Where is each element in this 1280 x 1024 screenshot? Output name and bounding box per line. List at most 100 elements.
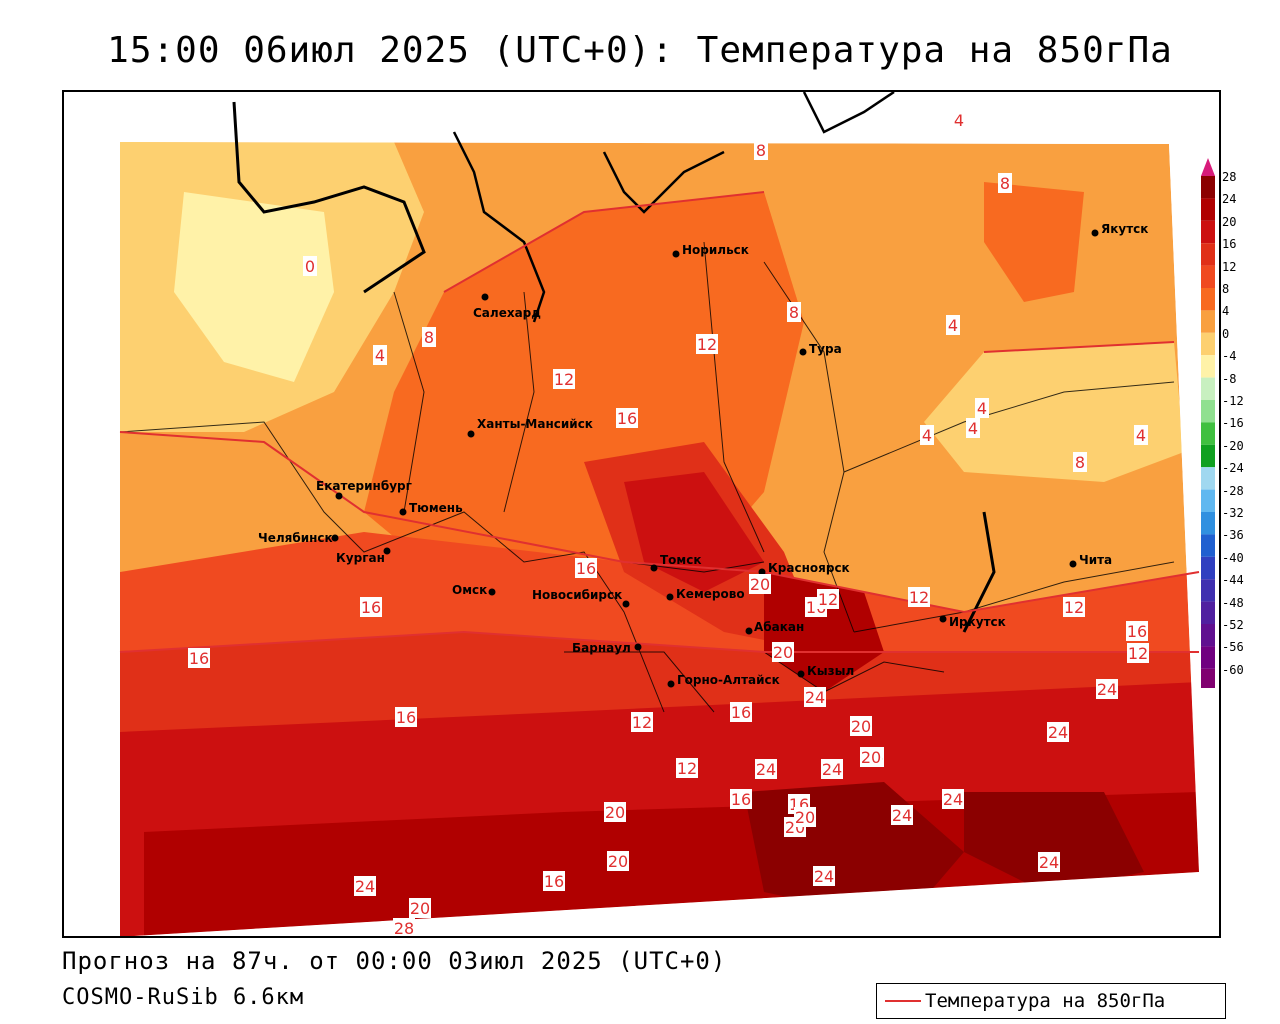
- colorbar-swatch: [1201, 220, 1215, 244]
- city-tomsk[interactable]: Томск: [650, 553, 702, 572]
- svg-text:12: 12: [632, 713, 652, 732]
- svg-text:12: 12: [697, 335, 717, 354]
- isotherm-label: 16: [360, 597, 382, 617]
- legend-line-icon: [885, 1000, 921, 1002]
- colorbar-swatch: [1201, 646, 1215, 669]
- svg-text:Горно-Алтайск: Горно-Алтайск: [677, 673, 780, 687]
- isotherm-label: 12: [1127, 643, 1149, 663]
- svg-text:20: 20: [861, 748, 881, 767]
- svg-text:12: 12: [677, 759, 697, 778]
- isotherm-label: 16: [543, 871, 565, 891]
- svg-text:16: 16: [731, 790, 751, 809]
- isotherm-label: 20: [409, 898, 431, 918]
- isotherm-label: 12: [908, 587, 930, 607]
- svg-text:Кызыл: Кызыл: [807, 664, 854, 678]
- colorbar-tick-label: -44: [1222, 573, 1244, 588]
- colorbar-swatch: [1201, 444, 1215, 468]
- svg-text:Норильск: Норильск: [682, 243, 749, 257]
- isotherm-label: 20: [860, 747, 882, 767]
- city-gorno-altaysk[interactable]: Горно-Алтайск: [667, 673, 780, 688]
- svg-text:16: 16: [1127, 622, 1147, 641]
- colorbar-swatch: [1201, 243, 1215, 266]
- city-norilsk[interactable]: Норильск: [672, 243, 749, 258]
- svg-text:12: 12: [1064, 598, 1084, 617]
- city-kyzyl[interactable]: Кызыл: [797, 664, 855, 678]
- svg-text:28: 28: [394, 919, 414, 936]
- colorbar-tick-label: -4: [1222, 349, 1237, 364]
- city-kurgan[interactable]: Курган: [336, 547, 391, 566]
- svg-text:24: 24: [805, 688, 825, 707]
- svg-text:4: 4: [922, 426, 932, 445]
- svg-text:Ханты-Мансийск: Ханты-Мансийск: [477, 417, 593, 431]
- city-kemerovo[interactable]: Кемерово: [666, 587, 745, 601]
- svg-text:16: 16: [189, 649, 209, 668]
- svg-text:Чита: Чита: [1079, 553, 1112, 567]
- svg-text:Иркутск: Иркутск: [949, 615, 1006, 629]
- svg-text:Екатеринбург: Екатеринбург: [316, 479, 412, 493]
- colorbar-swatch: [1201, 489, 1215, 512]
- svg-text:4: 4: [1136, 426, 1146, 445]
- isotherm-label: 8: [1073, 452, 1087, 472]
- svg-text:16: 16: [731, 703, 751, 722]
- isotherm-label: 24: [354, 876, 376, 896]
- city-novosibirsk[interactable]: Новосибирск: [532, 588, 630, 608]
- isotherm-label: 12: [1063, 597, 1085, 617]
- isotherm-label: 12: [631, 712, 653, 732]
- map-area[interactable]: Норильск Якутск Салехард Тура Ханты-Манс…: [62, 90, 1221, 938]
- svg-text:8: 8: [789, 303, 799, 322]
- isotherm-label: 24: [821, 759, 843, 779]
- isotherm-label: 8: [754, 140, 768, 160]
- city-barnaul[interactable]: Барнаул: [572, 641, 642, 655]
- colorbar-tick-label: 0: [1222, 326, 1230, 341]
- city-chelyabinsk[interactable]: Челябинск: [258, 531, 339, 545]
- colorbar-swatch: [1201, 534, 1215, 557]
- colorbar-tick-label: -36: [1222, 528, 1244, 543]
- svg-text:24: 24: [1039, 853, 1059, 872]
- city-krasnoyarsk[interactable]: Красноярск: [758, 561, 850, 576]
- svg-text:Тура: Тура: [809, 342, 842, 356]
- colorbar-swatch: [1201, 467, 1215, 490]
- svg-text:24: 24: [943, 790, 963, 809]
- region-borders: [119, 241, 1175, 713]
- city-omsk[interactable]: Омск: [452, 583, 496, 597]
- svg-text:20: 20: [795, 808, 815, 827]
- isotherm-label: 16: [616, 408, 638, 428]
- svg-text:16: 16: [361, 598, 381, 617]
- colorbar-tick-label: -40: [1222, 550, 1244, 565]
- svg-text:24: 24: [822, 760, 842, 779]
- svg-text:8: 8: [1075, 453, 1085, 472]
- colorbar-tick-label: 20: [1222, 214, 1237, 229]
- isotherm-label: 4: [920, 425, 934, 445]
- forecast-info: Прогноз на 87ч. от 00:00 03июл 2025 (UTC…: [62, 947, 727, 975]
- temperature-field: [120, 142, 1199, 936]
- isotherm-label: 16: [188, 648, 210, 668]
- isotherm-label: 8: [787, 302, 801, 322]
- city-khanty-mansiysk[interactable]: Ханты-Мансийск: [467, 417, 593, 438]
- map-title: 15:00 06июл 2025 (UTC+0): Температура на…: [107, 30, 1173, 71]
- svg-text:Тюмень: Тюмень: [409, 501, 463, 515]
- colorbar-swatch: [1201, 332, 1215, 356]
- colorbar-tick-label: 28: [1222, 170, 1237, 184]
- svg-text:4: 4: [968, 419, 978, 438]
- city-yekaterinburg[interactable]: Екатеринбург: [316, 479, 412, 500]
- isotherm-label: 24: [813, 866, 835, 886]
- colorbar-tick-label: 16: [1222, 237, 1237, 252]
- isotherm-label: 16: [395, 707, 417, 727]
- colorbar-tick-label: -12: [1222, 394, 1244, 408]
- city-salekhard[interactable]: Салехард: [473, 293, 541, 321]
- svg-text:20: 20: [608, 852, 628, 871]
- colorbar-tick-label: -60: [1222, 662, 1244, 677]
- city-tyumen[interactable]: Тюмень: [399, 501, 464, 516]
- svg-text:Кемерово: Кемерово: [676, 587, 745, 601]
- isotherm-lines: [119, 191, 1200, 653]
- colorbar-tick-label: -16: [1222, 416, 1244, 431]
- colorbar-tick-label: -32: [1222, 506, 1244, 520]
- city-irkutsk[interactable]: Иркутск: [939, 615, 1006, 629]
- city-chita[interactable]: Чита: [1069, 553, 1113, 568]
- svg-text:Томск: Томск: [660, 553, 702, 567]
- city-yakutsk[interactable]: Якутск: [1091, 222, 1149, 237]
- city-abakan[interactable]: Абакан: [745, 620, 805, 635]
- isotherm-label: 4: [373, 345, 387, 365]
- city-tura[interactable]: Тура: [799, 342, 842, 356]
- svg-text:4: 4: [954, 111, 964, 130]
